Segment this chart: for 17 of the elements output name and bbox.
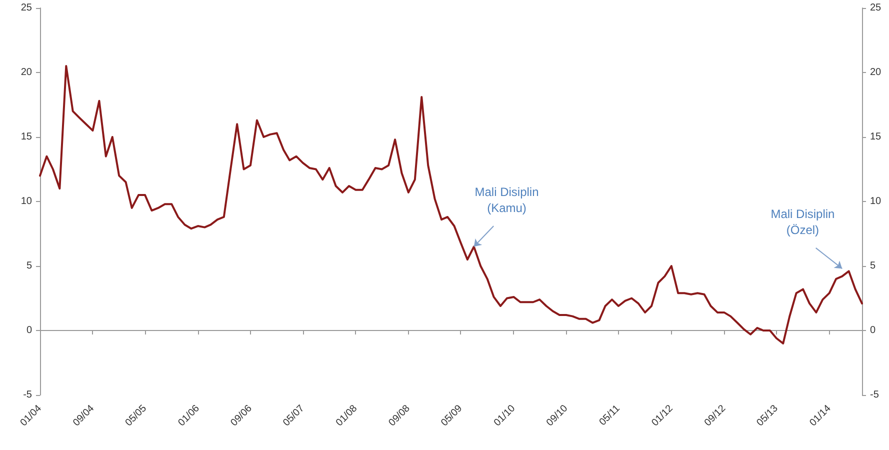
annotation: Mali Disiplin (Kamu): [474, 185, 539, 216]
y2-tick-label: 25: [870, 2, 882, 14]
y-tick-label: 25: [20, 2, 32, 14]
y2-tick-label: 5: [870, 260, 876, 272]
annotation: Mali Disiplin (Özel): [770, 207, 835, 238]
y-tick-label: 5: [26, 260, 32, 272]
y-tick-label: 20: [20, 67, 32, 78]
y-tick-label: -5: [23, 390, 32, 400]
y2-tick-label: 20: [870, 67, 882, 78]
y2-tick-label: 10: [870, 196, 882, 207]
y-tick-label: 10: [20, 196, 32, 207]
y2-tick-label: 15: [870, 132, 882, 142]
y-tick-label: 15: [20, 132, 32, 142]
y2-tick-label: 0: [870, 325, 876, 336]
line-series: [39, 65, 863, 344]
y2-tick-label: -5: [870, 390, 880, 400]
y-tick-label: 0: [26, 325, 32, 336]
